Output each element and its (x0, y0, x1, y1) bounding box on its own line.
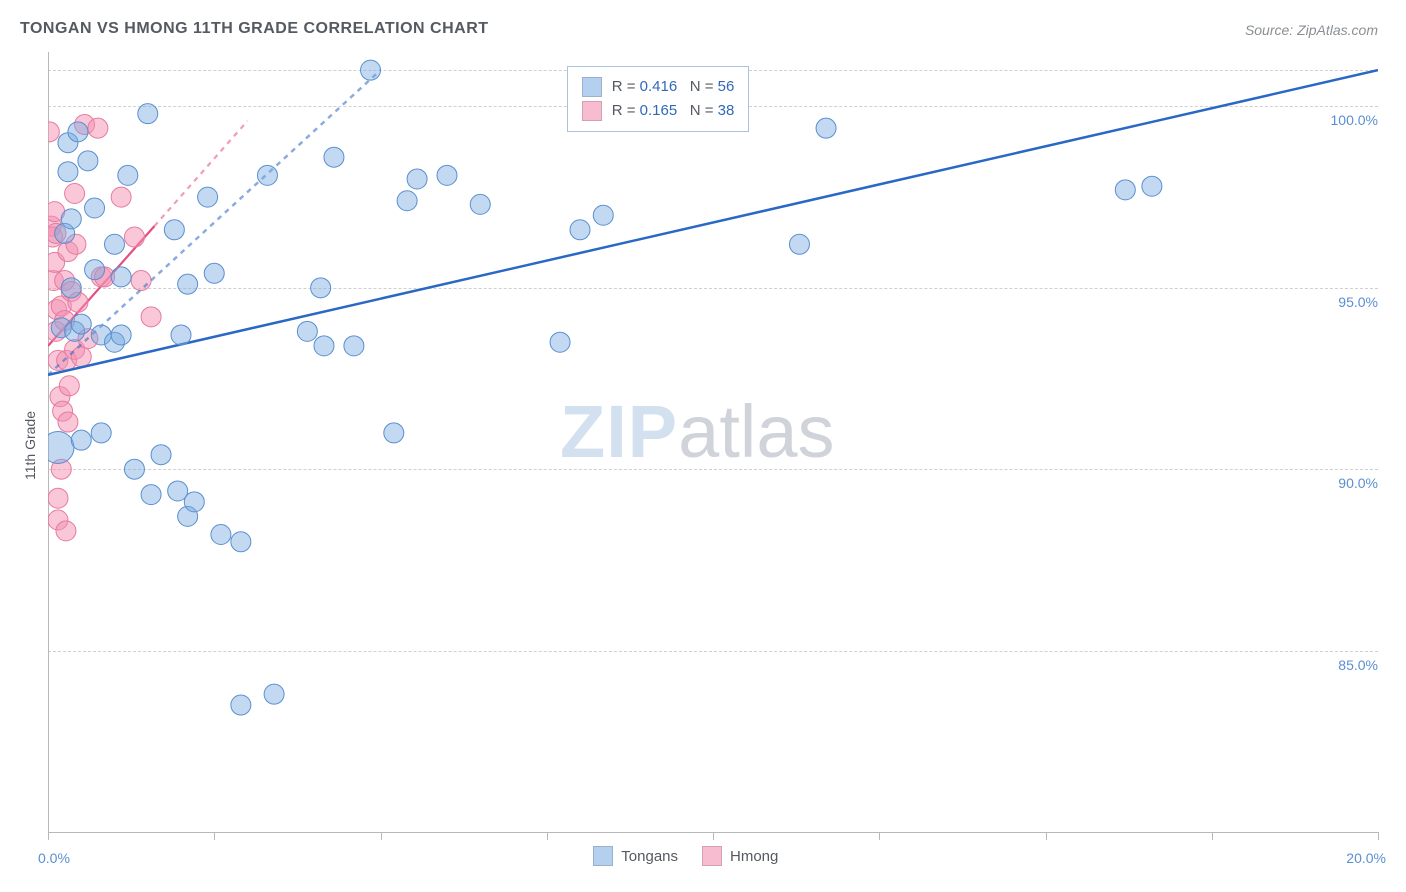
tongans-point (397, 191, 417, 211)
hmong-point (111, 187, 131, 207)
legend-stats-text: R = 0.165 N = 38 (612, 99, 735, 123)
hmong-point (56, 521, 76, 541)
tongans-point (311, 278, 331, 298)
tongans-point (111, 267, 131, 287)
tongans-point (1115, 180, 1135, 200)
tongans-point (789, 234, 809, 254)
tongans-point (111, 325, 131, 345)
hmong-point (58, 412, 78, 432)
tongans-point (204, 263, 224, 283)
hmong-point (39, 122, 59, 142)
tongans-point (198, 187, 218, 207)
scatter-svg (0, 0, 1406, 892)
tongans-point (58, 162, 78, 182)
tongans-point (257, 165, 277, 185)
tongans-point (124, 459, 144, 479)
hmong-point (141, 307, 161, 327)
tongans-point (105, 234, 125, 254)
tongans-point (361, 60, 381, 80)
tongans-point (437, 165, 457, 185)
tongans-point (71, 430, 91, 450)
hmong-point (59, 376, 79, 396)
stats-legend: R = 0.416 N = 56R = 0.165 N = 38 (567, 66, 750, 132)
tongans-point (118, 165, 138, 185)
tongans-point (550, 332, 570, 352)
tongans-point (816, 118, 836, 138)
tongans-point (593, 205, 613, 225)
hmong-point (131, 271, 151, 291)
legend-swatch (593, 846, 613, 866)
tongans-point (171, 325, 191, 345)
hmong-point (48, 488, 68, 508)
tongans-point (570, 220, 590, 240)
tongans-point (1142, 176, 1162, 196)
tongans-point (78, 151, 98, 171)
tongans-point (138, 104, 158, 124)
hmong-point (124, 227, 144, 247)
tongans-point (264, 684, 284, 704)
legend-label: Hmong (730, 848, 778, 865)
hmong-point (88, 118, 108, 138)
legend-swatch (582, 77, 602, 97)
tongans-point (407, 169, 427, 189)
tongans-point (211, 525, 231, 545)
series-legend: Tongans Hmong (593, 846, 778, 866)
tongans-point (231, 532, 251, 552)
legend-swatch (582, 101, 602, 121)
tongans-point (68, 122, 88, 142)
legend-stats-text: R = 0.416 N = 56 (612, 75, 735, 99)
tongans-point (42, 431, 74, 463)
hmong-point (71, 347, 91, 367)
tongans-point (344, 336, 364, 356)
tongans-point (231, 695, 251, 715)
tongans-point (151, 445, 171, 465)
tongans-point (85, 198, 105, 218)
tongans-point (297, 321, 317, 341)
tongans-point (61, 209, 81, 229)
tongans-point (314, 336, 334, 356)
tongans-point (178, 274, 198, 294)
tongans-point (61, 278, 81, 298)
tongans-point (470, 194, 490, 214)
legend-label: Tongans (621, 848, 678, 865)
hmong-trend-dash (154, 121, 247, 226)
tongans-point (71, 314, 91, 334)
legend-swatch (702, 846, 722, 866)
hmong-point (65, 183, 85, 203)
tongans-point (324, 147, 344, 167)
tongans-point (141, 485, 161, 505)
tongans-point (91, 423, 111, 443)
tongans-point (384, 423, 404, 443)
tongans-point (184, 492, 204, 512)
tongans-point (164, 220, 184, 240)
tongans-point (85, 260, 105, 280)
